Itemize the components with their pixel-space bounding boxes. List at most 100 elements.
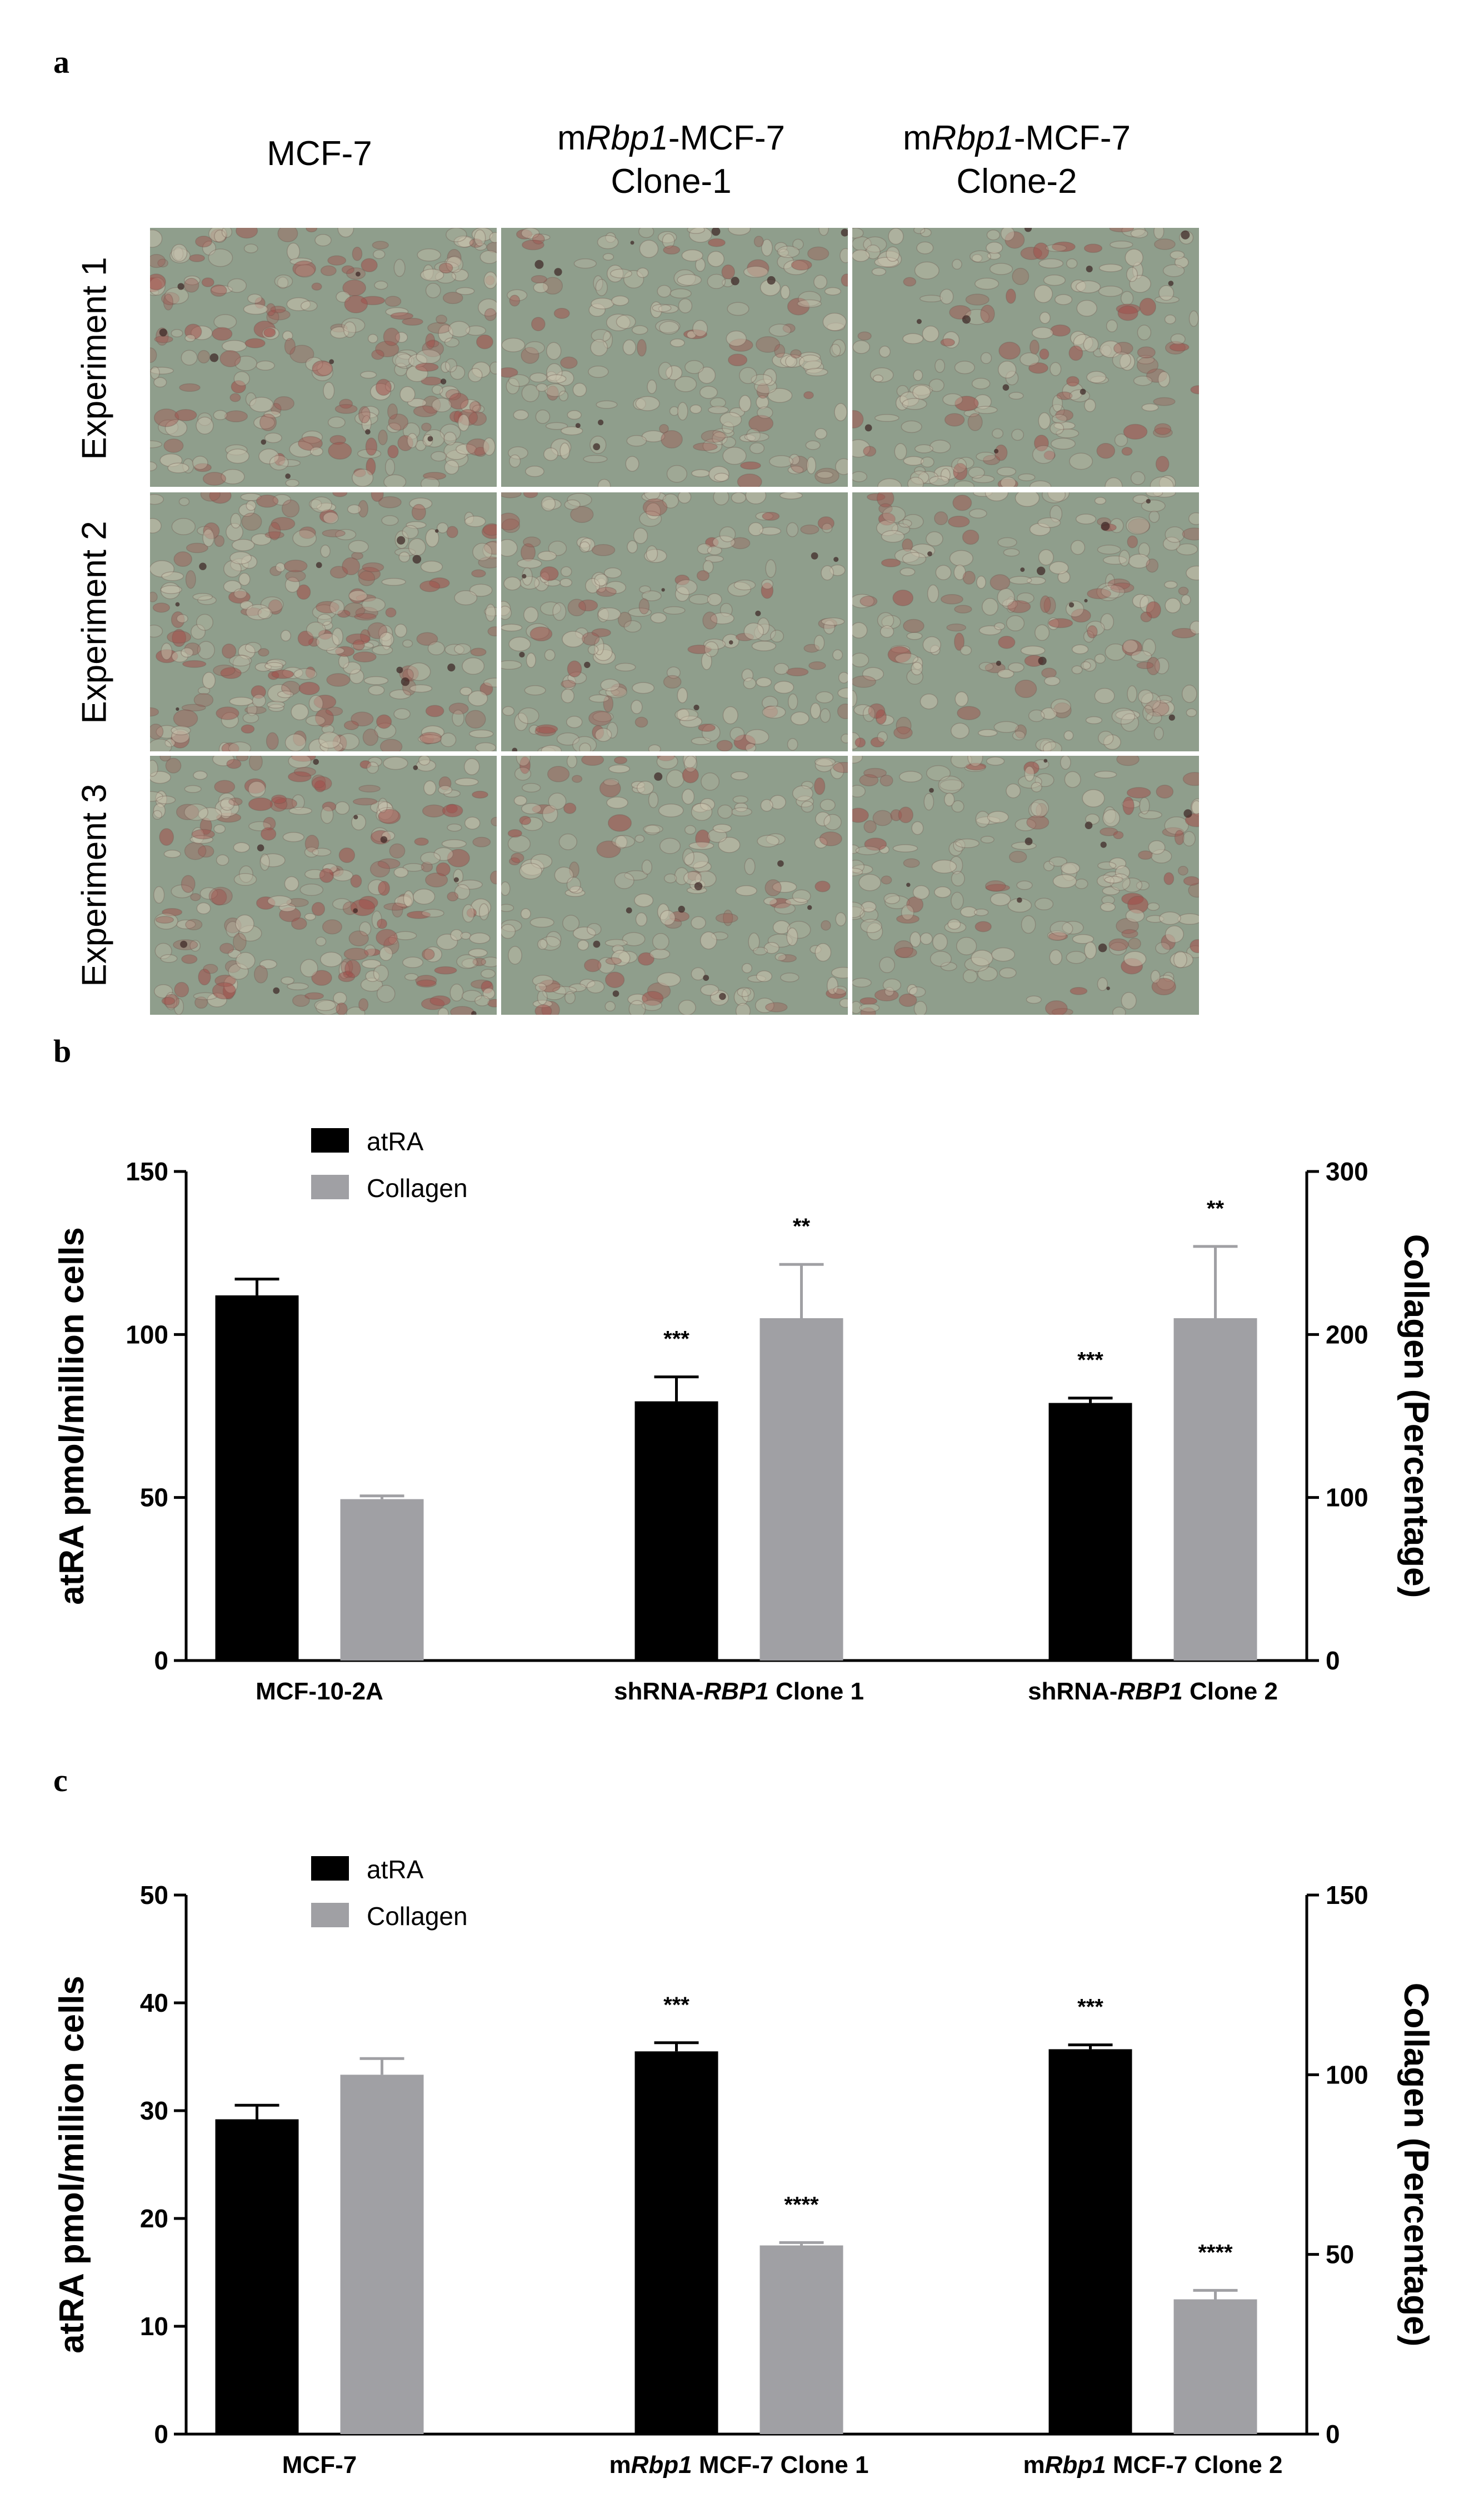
micrograph-row3-col3 (852, 756, 1199, 1015)
column-header-clone: Clone-1 (611, 162, 732, 201)
legend-swatch-atra (311, 1856, 349, 1881)
y-tick-label: 100 (126, 1320, 168, 1349)
micrograph-row3-col1 (150, 756, 497, 1015)
y2-tick-label: 0 (1326, 2420, 1340, 2449)
row-label-experiment-2: Experiment 2 (75, 521, 114, 724)
bar-atra-2 (634, 2051, 718, 2434)
bar-atra-3 (1048, 2049, 1132, 2434)
x-tick-label-1: MCF-10-2A (256, 1678, 383, 1701)
x-tick-prefix: shRNA- (1028, 1678, 1117, 1701)
panel-a: a MCF-7 mRbp1-MCF-7 Clone-1 mRbp1-MCF-7 … (0, 0, 1484, 1045)
micrograph-row1-col1 (150, 228, 497, 487)
panel-letter-c: c (53, 1762, 68, 1798)
y2-tick-label: 0 (1326, 1646, 1340, 1675)
x-tick-label-2: mRbp1 MCF-7 Clone 1 (609, 2451, 869, 2479)
cell-texture (501, 756, 848, 1015)
column-header-mcf7: MCF-7 (267, 132, 372, 176)
legend-swatch-atra (311, 1128, 349, 1153)
bar-atra-3 (1048, 1403, 1132, 1661)
x-tick-label-3: mRbp1 MCF-7 Clone 2 (1023, 2451, 1283, 2479)
cell-texture (501, 492, 848, 751)
micrograph-row1-col3 (852, 228, 1199, 487)
cell-texture (150, 756, 497, 1015)
x-tick-label-2: shRNA-RBP1 Clone 1 (614, 1678, 864, 1701)
chart-c: 0 10 20 30 40 50 0 50 100 150 atRA pmol/million ce… (53, 1855, 1435, 2479)
legend-label-collagen: Collagen (367, 1902, 468, 1931)
y2-tick-label: 100 (1326, 1483, 1368, 1512)
x-tick-suffix: Clone 2 (1183, 1678, 1278, 1701)
x-tick-gene: RBP1 (1117, 1678, 1182, 1701)
micrograph-row3-col2 (501, 756, 848, 1015)
y2-tick-label: 100 (1326, 2060, 1368, 2089)
panel-letter-b: b (53, 1033, 72, 1069)
legend-swatch-collagen (311, 1175, 349, 1199)
bar-atra-1 (215, 1295, 299, 1661)
y2-tick-label: 150 (1326, 1881, 1368, 1909)
bar-collagen-1 (340, 1499, 424, 1661)
cell-texture (150, 492, 497, 751)
significance-label: ** (1207, 1196, 1225, 1221)
x-tick-suffix: Clone 1 (769, 1678, 864, 1701)
x-tick-gene: RBP1 (703, 1678, 768, 1701)
y-tick-label: 20 (140, 2204, 168, 2233)
y-tick-label: 0 (154, 1646, 168, 1675)
column-header-suffix: -MCF-7 (668, 119, 785, 157)
bar-collagen-2 (760, 2245, 843, 2434)
x-tick-prefix: m (609, 2451, 631, 2479)
micrograph-row1-col2 (501, 228, 848, 487)
column-header-clone: Clone-2 (956, 162, 1077, 201)
y-tick-label: 50 (140, 1881, 168, 1909)
micrograph-row2-col2 (501, 492, 848, 751)
micrograph-row2-col3 (852, 492, 1199, 751)
significance-label: *** (1077, 1348, 1103, 1373)
bar-collagen-3 (1173, 2299, 1257, 2434)
x-tick-gene: Rbp1 (631, 2451, 692, 2479)
y2-tick-label: 50 (1326, 2240, 1354, 2269)
column-header-prefix: m (903, 119, 932, 157)
column-header-clone1: mRbp1-MCF-7 Clone-1 (557, 117, 785, 203)
column-header-suffix: -MCF-7 (1013, 119, 1131, 157)
cell-texture (852, 492, 1199, 751)
y-tick-label: 40 (140, 1988, 168, 2017)
legend-label-collagen: Collagen (367, 1174, 468, 1203)
x-tick-prefix: shRNA- (614, 1678, 703, 1701)
cell-texture (852, 756, 1199, 1015)
column-header-clone2: mRbp1-MCF-7 Clone-2 (903, 117, 1131, 203)
significance-label: *** (663, 1327, 689, 1352)
y2-axis-label: Collagen (Percentage) (1397, 1234, 1435, 1598)
y2-tick-label: 300 (1326, 1157, 1368, 1186)
significance-label: **** (1198, 2240, 1233, 2265)
y2-axis-label: Collagen (Percentage) (1397, 1983, 1435, 2347)
y-tick-label: 30 (140, 2096, 168, 2125)
column-header-text: MCF-7 (267, 134, 372, 173)
y-axis-label: atRA pmol/million cells (53, 1227, 91, 1605)
y-tick-label: 0 (154, 2420, 168, 2449)
x-tick-suffix: MCF-7 Clone 2 (1106, 2451, 1283, 2479)
cell-texture (501, 228, 848, 487)
column-header-gene: Rbp1 (586, 119, 668, 157)
significance-label: **** (784, 2192, 819, 2217)
x-tick-prefix: m (1023, 2451, 1045, 2479)
y-axis-label: atRA pmol/million cells (53, 1976, 91, 2354)
y-tick-label: 150 (126, 1157, 168, 1186)
cell-texture (852, 228, 1199, 487)
bar-atra-1 (215, 2119, 299, 2434)
significance-label: ** (793, 1214, 811, 1239)
y-tick-label: 50 (140, 1483, 168, 1512)
x-tick-label-1: MCF-7 (282, 2451, 357, 2479)
panel-letter-a: a (53, 44, 69, 80)
significance-label: *** (1077, 1995, 1103, 2020)
bar-collagen-1 (340, 2075, 424, 2434)
chart-b: 0 50 100 150 0 100 200 300 atRA pmol/million cel… (53, 1127, 1435, 1701)
bar-collagen-2 (760, 1318, 843, 1661)
row-label-experiment-3: Experiment 3 (75, 784, 114, 987)
legend-label-atra: atRA (367, 1855, 424, 1884)
column-header-prefix: m (557, 119, 586, 157)
y-tick-label: 10 (140, 2312, 168, 2341)
bar-atra-2 (634, 1401, 718, 1661)
x-tick-suffix: MCF-7 Clone 1 (692, 2451, 869, 2479)
x-tick-gene: Rbp1 (1045, 2451, 1106, 2479)
x-tick-label-3: shRNA-RBP1 Clone 2 (1028, 1678, 1278, 1701)
bar-collagen-3 (1173, 1318, 1257, 1661)
legend-swatch-collagen (311, 1903, 349, 1927)
